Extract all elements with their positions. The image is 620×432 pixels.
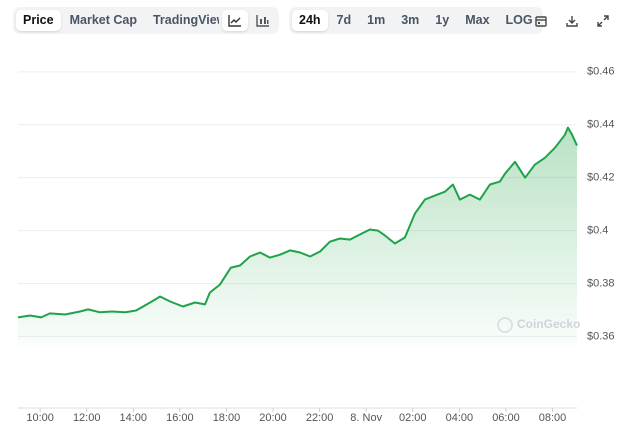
view-tab[interactable]: Market Cap	[69, 13, 137, 27]
x-tick-label: 02:00	[399, 412, 427, 424]
x-tick-label: 18:00	[213, 412, 241, 424]
calendar-icon	[535, 15, 547, 27]
x-tick-label: 12:00	[73, 412, 101, 424]
x-tick-label: 04:00	[446, 412, 474, 424]
range-tabs: 24h 7d 1m 3m 1y Max LOG	[289, 7, 543, 34]
y-tick-label: $0.42	[587, 172, 615, 184]
watermark-logo	[497, 317, 513, 333]
range-tab[interactable]: 24h	[292, 10, 328, 31]
range-tab[interactable]: 3m	[401, 13, 420, 27]
x-tick-label: 22:00	[306, 412, 334, 424]
chart-style-tabs	[219, 7, 279, 34]
y-tick-label: $0.46	[587, 66, 615, 78]
view-tab[interactable]: Price	[16, 10, 61, 31]
fullscreen-icon	[597, 14, 609, 27]
y-tick-label: $0.4	[587, 224, 608, 236]
line-chart-button[interactable]	[222, 10, 248, 31]
x-tick-label: 8. Nov	[350, 412, 382, 424]
range-tab[interactable]: Max	[465, 13, 490, 27]
x-tick-label: 16:00	[166, 412, 194, 424]
view-tab[interactable]: TradingView	[152, 13, 227, 27]
download-icon	[566, 15, 578, 27]
fullscreen-button[interactable]	[590, 10, 616, 31]
x-tick-label: 20:00	[259, 412, 287, 424]
candle-icon	[256, 14, 269, 27]
view-tabs: Price Market Cap TradingView	[13, 7, 237, 34]
x-tick-label: 08:00	[539, 412, 567, 424]
range-tab[interactable]: 7d	[336, 13, 352, 27]
watermark: CoinGecko	[517, 317, 580, 331]
y-tick-label: $0.36	[587, 330, 615, 342]
x-tick-label: 10:00	[26, 412, 54, 424]
line-icon	[228, 14, 241, 27]
calendar-button[interactable]	[528, 10, 554, 31]
y-tick-label: $0.44	[587, 119, 615, 131]
candle-chart-button[interactable]	[250, 10, 276, 31]
price-line	[17, 126, 578, 319]
range-tab[interactable]: 1m	[367, 13, 386, 27]
range-tab[interactable]: LOG	[505, 13, 533, 27]
x-tick-label: 14:00	[120, 412, 148, 424]
price-area	[18, 127, 577, 347]
download-button[interactable]	[559, 10, 585, 31]
y-tick-label: $0.38	[587, 277, 615, 289]
range-tab[interactable]: 1y	[435, 13, 450, 27]
x-tick-label: 06:00	[492, 412, 520, 424]
